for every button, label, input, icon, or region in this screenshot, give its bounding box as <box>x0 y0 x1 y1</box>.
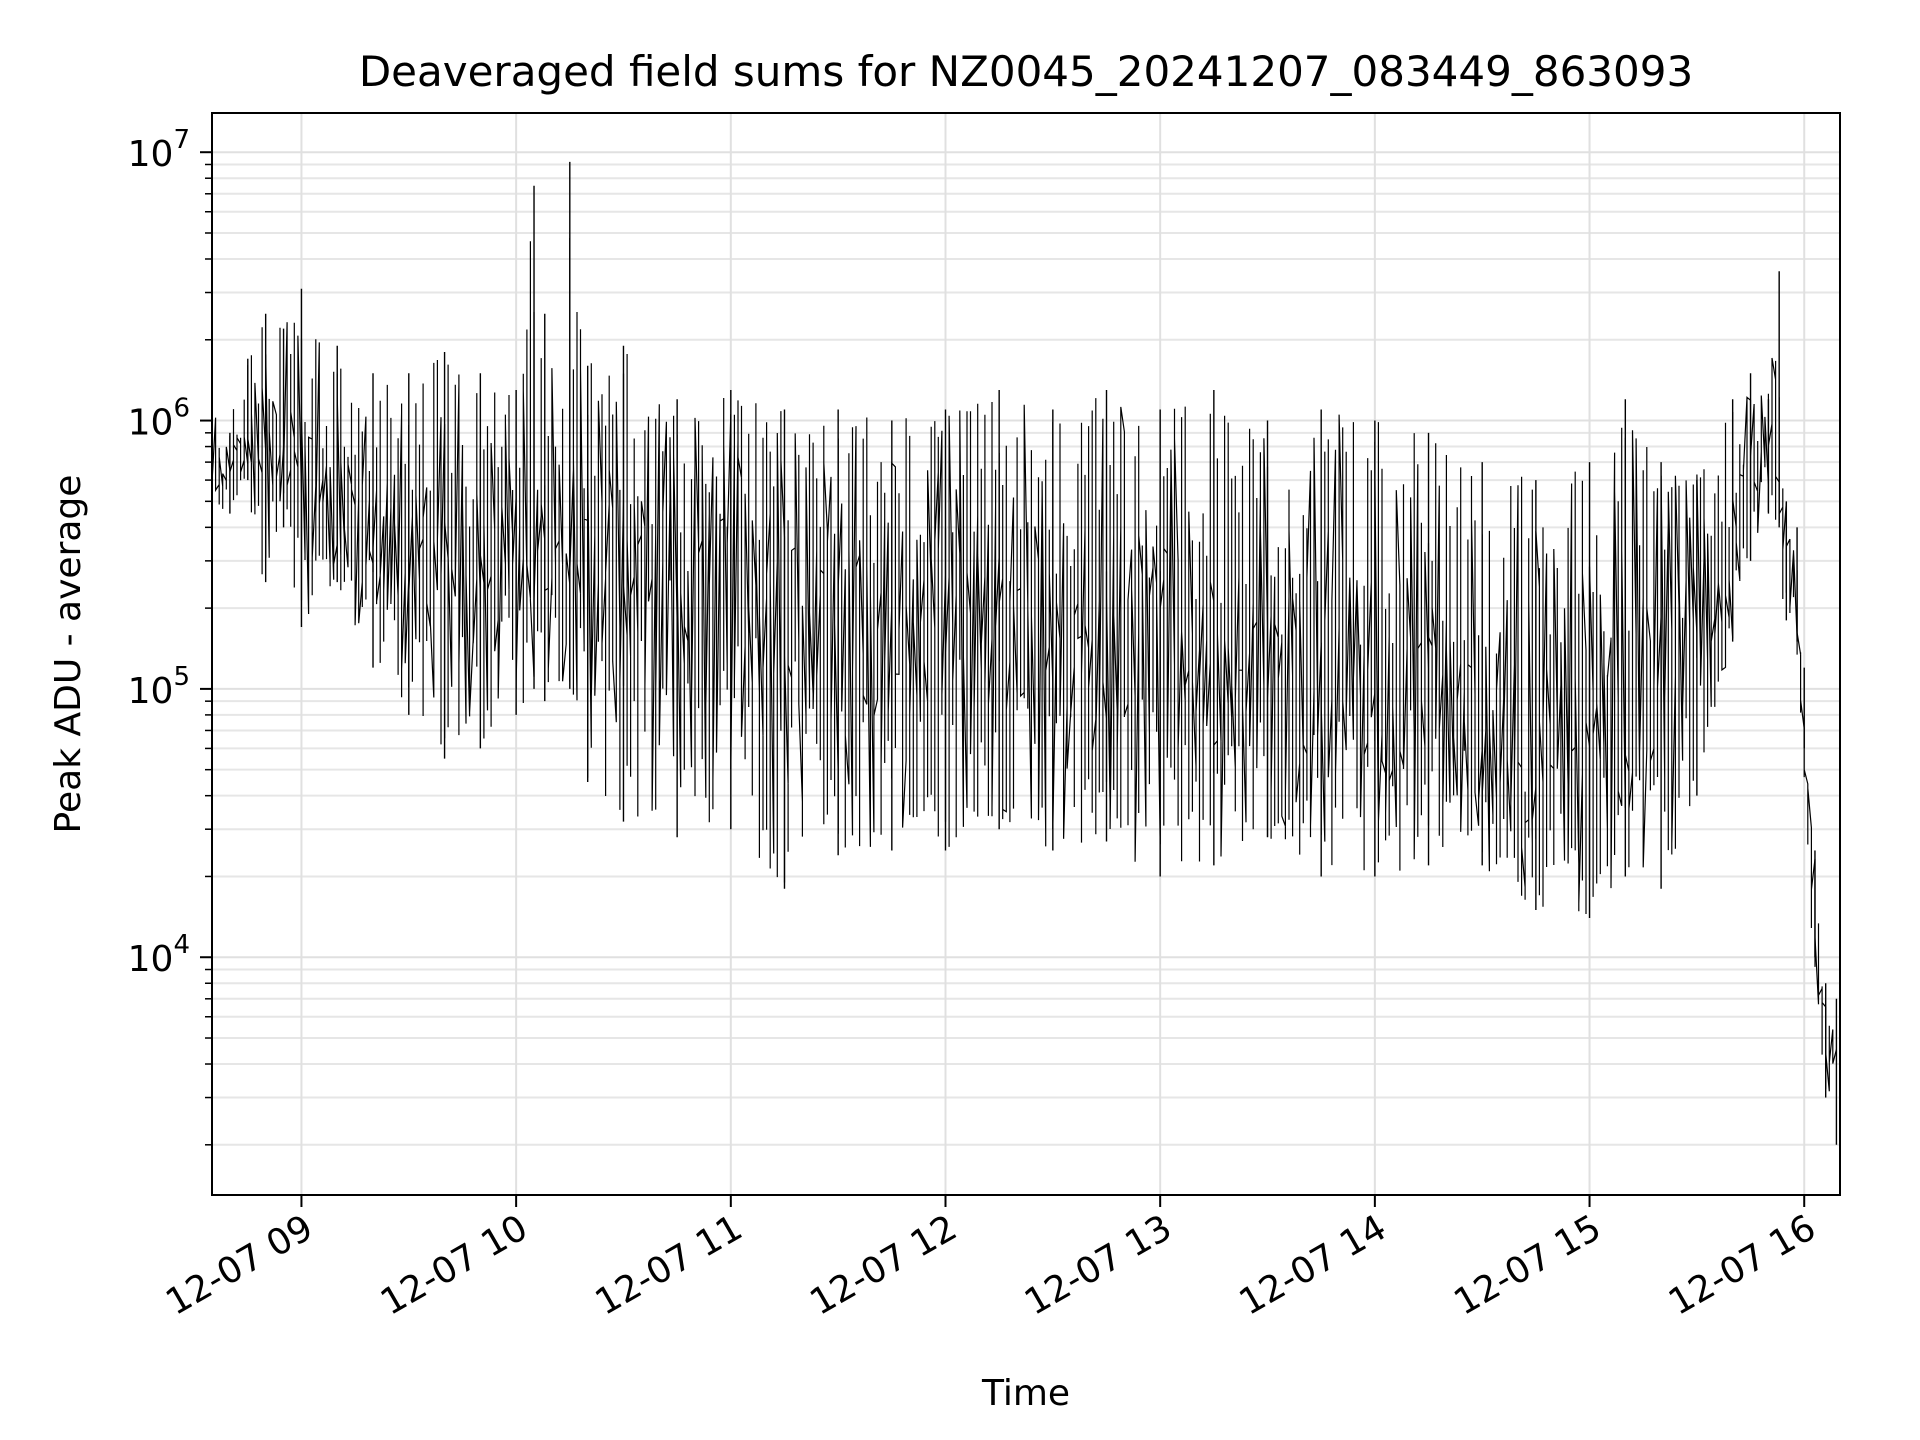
x-tick-label: 12-07 13 <box>1018 1207 1179 1323</box>
x-tick-label: 12-07 15 <box>1447 1207 1608 1323</box>
x-tick-label: 12-07 16 <box>1662 1207 1823 1323</box>
y-axis-label: Peak ADU - average <box>48 475 89 834</box>
y-tick-label: 107 <box>128 125 190 175</box>
y-tick-label: 104 <box>128 930 190 980</box>
x-tick-label: 12-07 12 <box>803 1207 964 1323</box>
x-tick-label: 12-07 11 <box>589 1207 750 1323</box>
plot-frame <box>211 112 1841 1196</box>
grid-layer <box>212 113 1840 1195</box>
x-tick-label: 12-07 10 <box>374 1207 535 1323</box>
x-axis-label: Time <box>981 1373 1070 1414</box>
chart-title: Deaveraged field sums for NZ0045_2024120… <box>359 47 1693 96</box>
plot-area <box>211 161 1838 1145</box>
x-tick-label: 12-07 09 <box>159 1207 320 1323</box>
x-tick-label: 12-07 14 <box>1233 1207 1394 1323</box>
y-tick-label: 105 <box>128 662 190 712</box>
y-axis: 104 105 106 107 <box>128 125 212 1146</box>
series-line <box>211 238 1837 1092</box>
y-tick-label: 106 <box>128 394 190 444</box>
x-axis: 12-07 09 12-07 10 12-07 11 12-07 12 12-07 13… <box>159 1195 1823 1324</box>
